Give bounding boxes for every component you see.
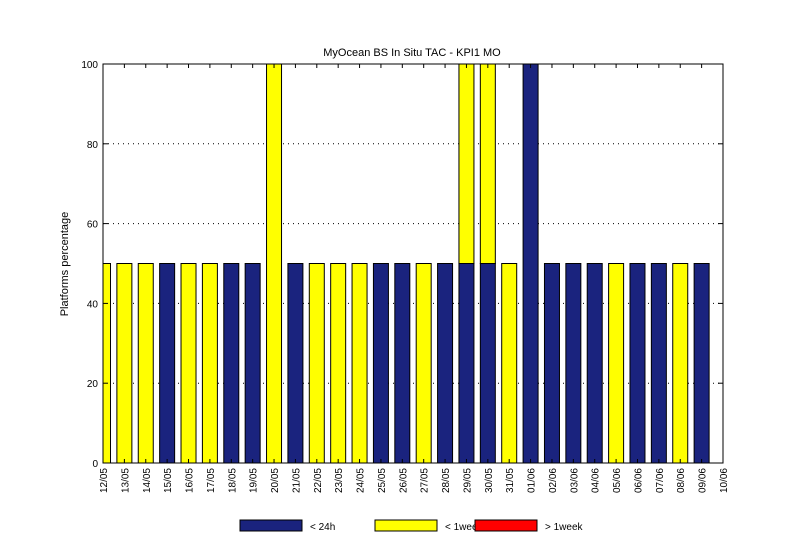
bar-24h-30-05 — [479, 263, 496, 464]
y-axis: 0 20 40 60 80 100 — [81, 60, 723, 470]
bar-24h-04-06 — [586, 263, 603, 464]
grid — [103, 143, 723, 384]
bar-24h-25-05 — [372, 263, 389, 464]
bar-24h-09-06 — [693, 263, 710, 464]
bar-1week-12-05 — [102, 263, 111, 464]
x-tick-label: 04/06 — [591, 468, 602, 493]
x-tick-label: 01/06 — [527, 468, 538, 493]
bar-24h-21-05 — [287, 263, 304, 464]
x-tick-label: 27/05 — [420, 468, 431, 493]
x-tick-label: 19/05 — [249, 468, 260, 493]
legend-swatch — [374, 519, 438, 532]
x-tick-label: 10/06 — [719, 468, 730, 493]
x-tick-label: 26/05 — [398, 468, 409, 493]
bar-24h-07-06 — [650, 263, 667, 464]
bar-1week-17-05 — [201, 263, 218, 464]
x-tick-label: 18/05 — [227, 468, 238, 493]
x-tick-label: 06/06 — [633, 468, 644, 493]
bar-1week-31-05 — [501, 263, 518, 464]
y-tick-label: 40 — [87, 299, 99, 310]
bar-1week-24-05 — [351, 263, 368, 464]
legend-label: < 1week — [445, 522, 484, 533]
x-tick-label: 28/05 — [441, 468, 452, 493]
bar-24h-03-06 — [565, 263, 582, 464]
bar-1week-23-05 — [330, 263, 347, 464]
bar-24h-06-06 — [629, 263, 646, 464]
y-axis-label: Platforms percentage — [59, 212, 71, 317]
bar-1week-22-05 — [308, 263, 325, 464]
bar-24h-26-05 — [394, 263, 411, 464]
x-tick-label: 09/06 — [698, 468, 709, 493]
x-tick-label: 31/05 — [505, 468, 516, 493]
x-tick-label: 20/05 — [270, 468, 281, 493]
x-tick-label: 12/05 — [99, 468, 110, 493]
plot-frame — [102, 63, 724, 464]
x-tick-label: 02/06 — [548, 468, 559, 493]
legend-swatch — [239, 519, 303, 532]
x-tick-label: 24/05 — [356, 468, 367, 493]
x-tick-label: 22/05 — [313, 468, 324, 493]
bars — [102, 63, 710, 464]
x-axis: 12/05 13/05 14/05 15/05 16/05 17/05 18/05 19/05… — [99, 64, 730, 493]
bar-1week-30-05 — [479, 63, 496, 264]
bar-24h-02-06 — [543, 263, 560, 464]
bar-1week-20-05 — [266, 63, 283, 464]
legend-label: < 24h — [310, 522, 335, 533]
bar-1week-14-05 — [137, 263, 154, 464]
x-tick-label: 03/06 — [569, 468, 580, 493]
y-tick-label: 0 — [92, 459, 98, 470]
bar-24h-19-05 — [244, 263, 261, 464]
x-tick-label: 05/06 — [612, 468, 623, 493]
y-tick-label: 80 — [87, 140, 99, 151]
bar-1week-29-05 — [458, 63, 475, 264]
x-tick-label: 30/05 — [484, 468, 495, 493]
x-tick-label: 07/06 — [655, 468, 666, 493]
bar-1week-27-05 — [415, 263, 432, 464]
y-tick-label: 60 — [87, 220, 99, 231]
x-tick-label: 17/05 — [206, 468, 217, 493]
x-tick-label: 25/05 — [377, 468, 388, 493]
bar-24h-18-05 — [223, 263, 240, 464]
bar-1week-16-05 — [180, 263, 197, 464]
legend-label: > 1week — [545, 522, 584, 533]
x-tick-label: 13/05 — [120, 468, 131, 493]
x-tick-label: 29/05 — [462, 468, 473, 493]
x-tick-label: 08/06 — [676, 468, 687, 493]
bar-24h-29-05 — [458, 263, 475, 464]
x-tick-label: 21/05 — [291, 468, 302, 493]
x-tick-label: 16/05 — [185, 468, 196, 493]
y-tick-label: 100 — [81, 60, 98, 71]
bar-1week-13-05 — [116, 263, 133, 464]
bar-24h-28-05 — [437, 263, 454, 464]
legend-swatch — [474, 519, 538, 532]
legend: < 24h < 1week > 1week — [239, 519, 584, 533]
y-tick-label: 20 — [87, 379, 99, 390]
bar-1week-08-06 — [672, 263, 689, 464]
x-tick-label: 14/05 — [142, 468, 153, 493]
bar-24h-01-06 — [522, 63, 539, 464]
bar-1week-05-06 — [608, 263, 625, 464]
x-tick-label: 15/05 — [163, 468, 174, 493]
chart-title: MyOcean BS In Situ TAC - KPI1 MO — [323, 47, 501, 59]
x-tick-label: 23/05 — [334, 468, 345, 493]
bar-24h-15-05 — [159, 263, 176, 464]
